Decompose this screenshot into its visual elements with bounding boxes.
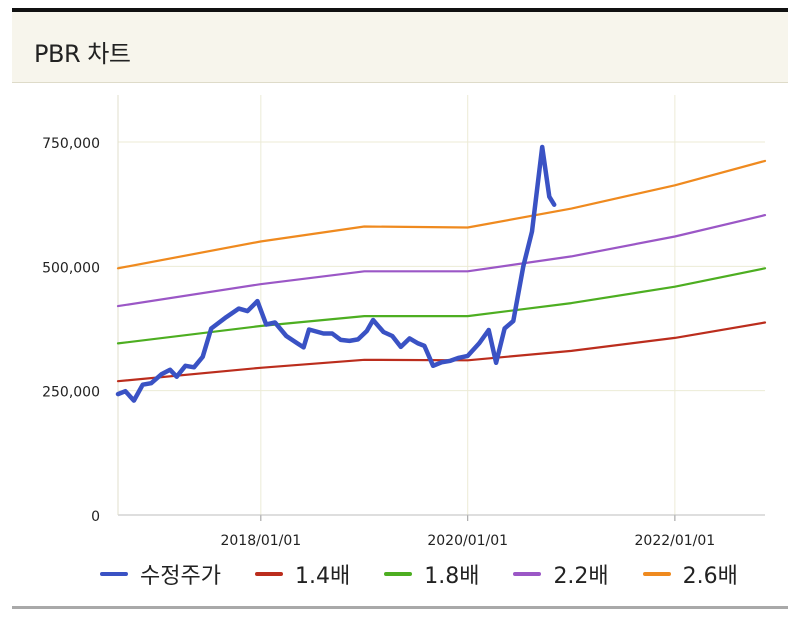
series-line [116,267,767,345]
legend-swatch [642,572,671,576]
series-line [116,214,767,308]
chart-legend: 수정주가 1.4배 1.8배 2.2배 2.6배 [100,556,738,592]
x-tick-label: 2020/01/01 [427,533,508,549]
y-tick-label: 500,000 [42,260,100,276]
y-tick-label: 750,000 [42,136,100,152]
legend-label: 1.8배 [424,564,480,589]
legend-label: 2.6배 [682,564,738,589]
x-tick-label: 2018/01/01 [220,533,301,549]
chart-header: PBR 차트 [12,12,788,83]
top-border [12,8,788,12]
legend-item: 수정주가 [100,558,221,590]
legend-label: 1.4배 [294,564,351,589]
bottom-border [12,606,788,609]
series-line [115,144,557,403]
series-line [116,321,767,383]
legend-item: 1.8배 [384,558,479,590]
legend-swatch [384,572,413,576]
x-tick-label: 2022/01/01 [635,533,716,549]
y-tick-label: 0 [91,509,100,525]
page-title: PBR 차트 [34,40,131,68]
legend-label: 수정주가 [140,564,221,589]
legend-label: 2.2배 [553,564,609,589]
legend-item: 2.2배 [513,558,609,590]
legend-item: 1.4배 [254,558,351,590]
legend-item: 2.6배 [642,558,738,590]
y-tick-label: 250,000 [42,385,100,401]
legend-swatch [100,572,128,576]
series-line [116,159,767,270]
legend-swatch [513,572,542,576]
legend-swatch [254,572,283,576]
